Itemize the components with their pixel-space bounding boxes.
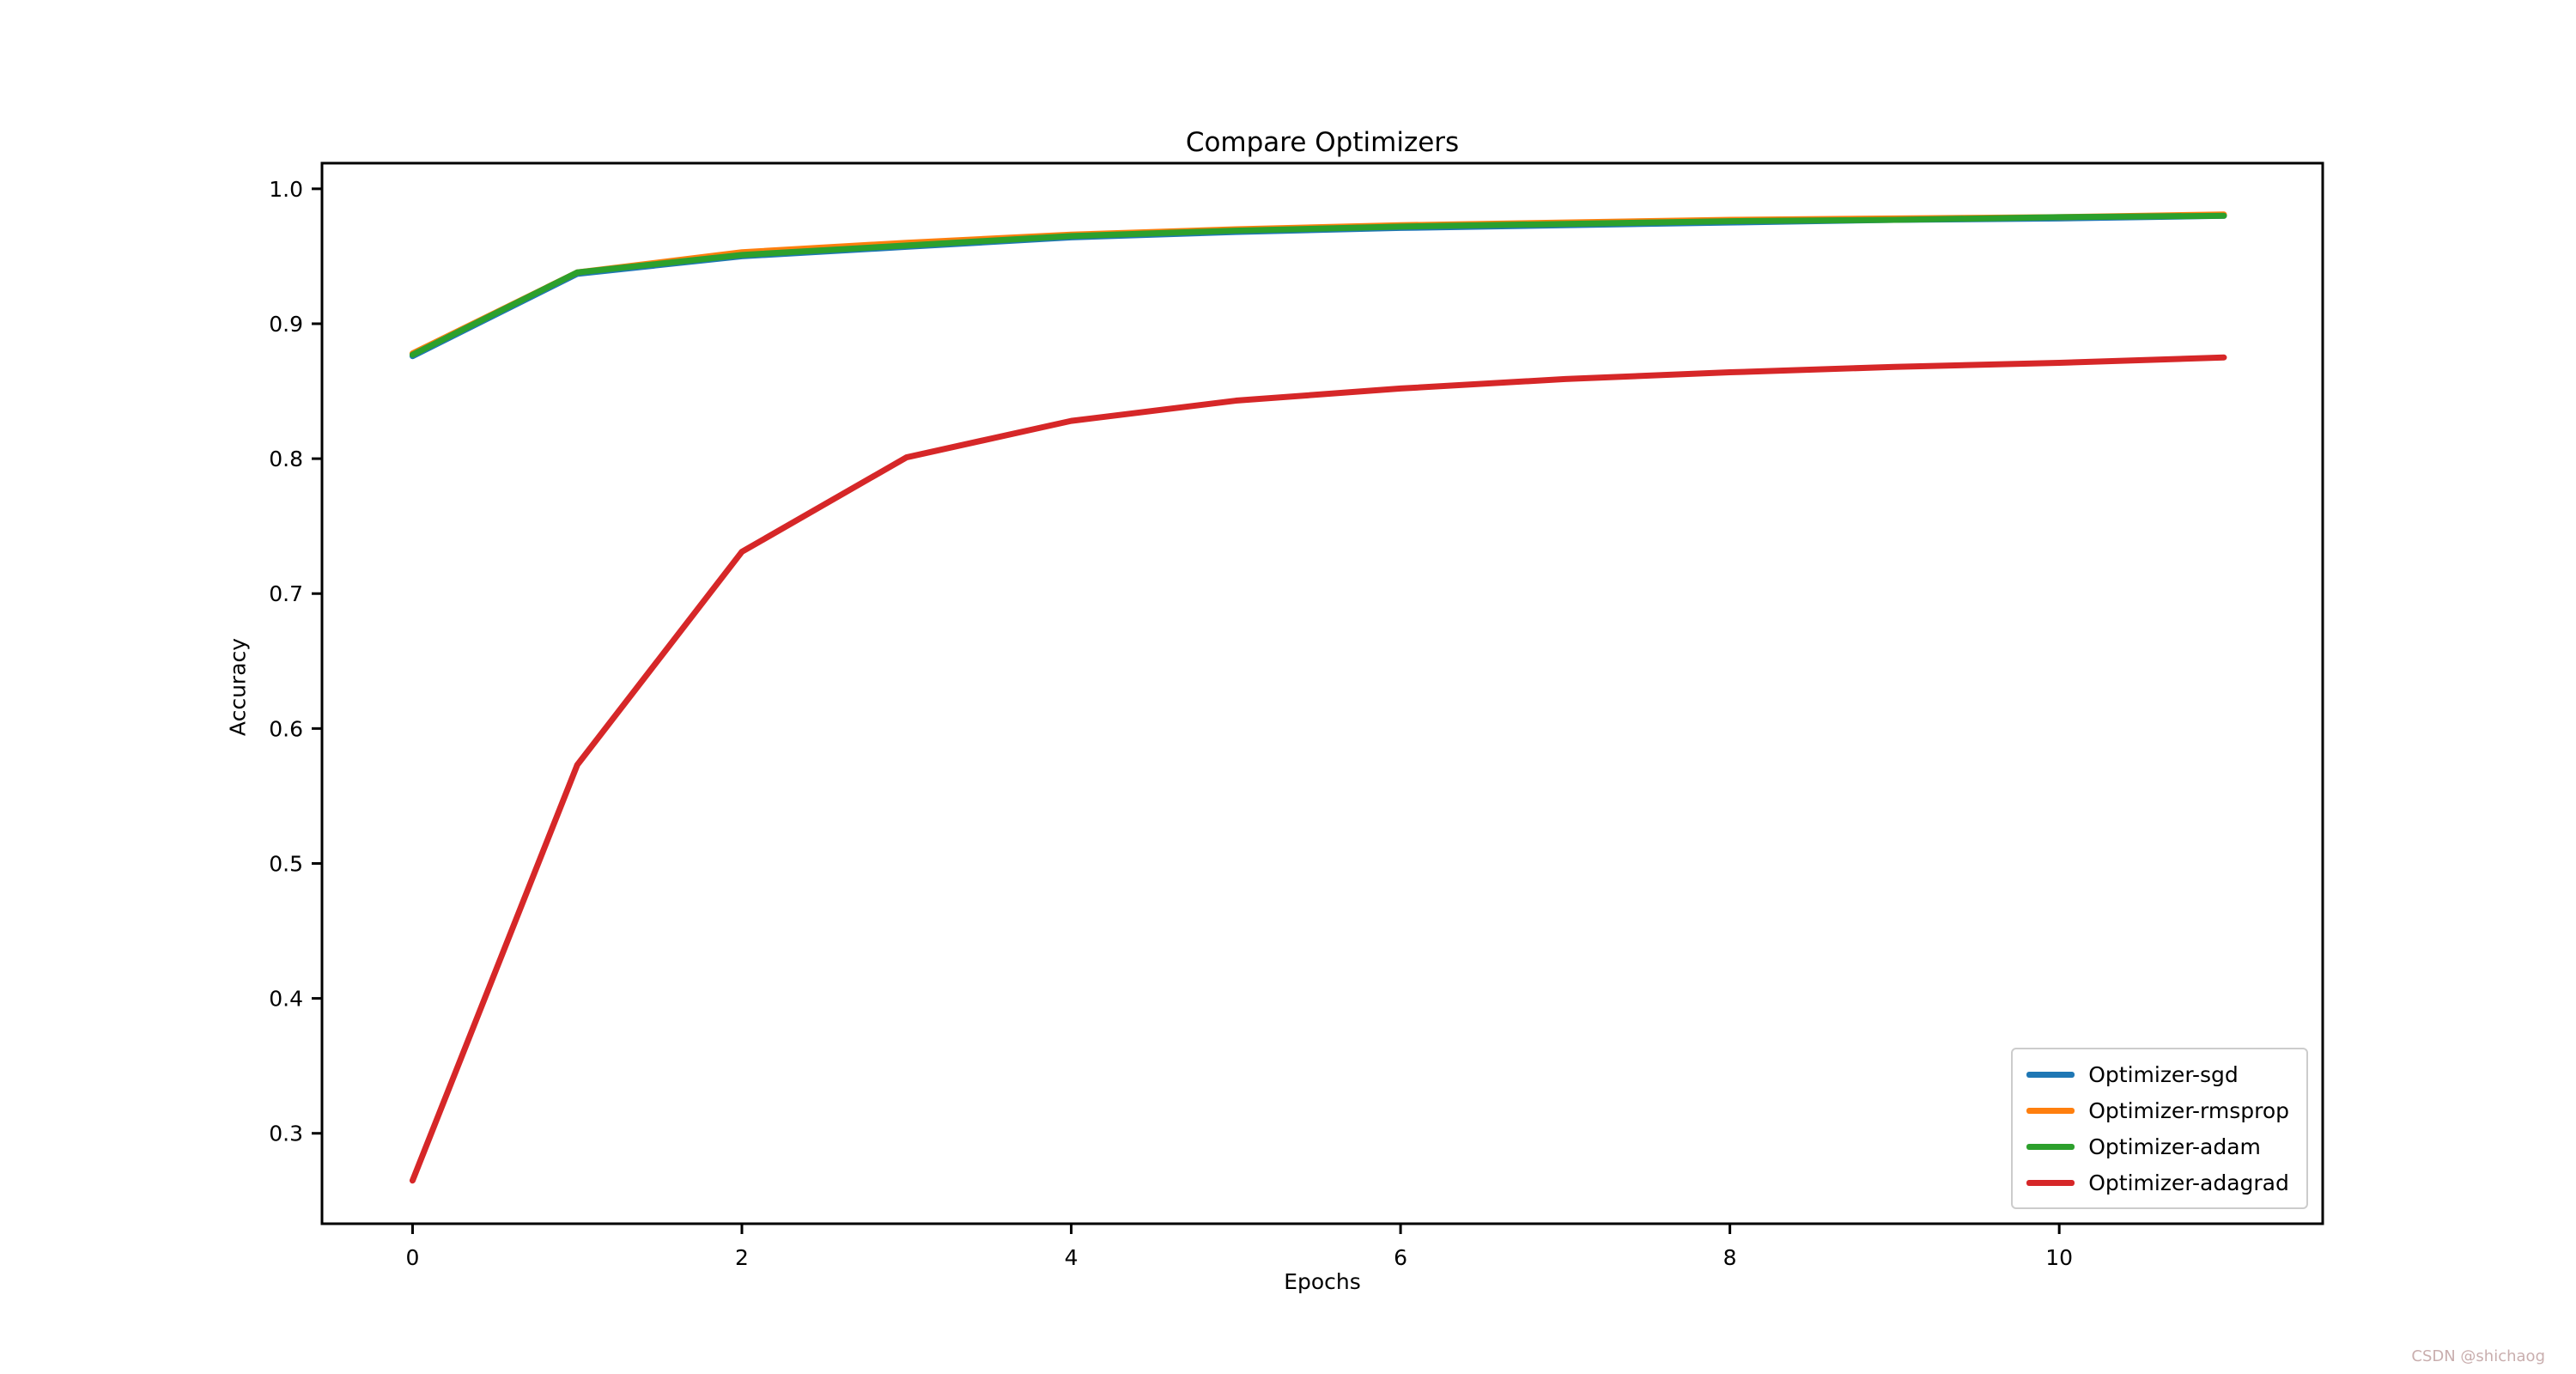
x-tick-label: 6 — [1394, 1245, 1407, 1270]
watermark: CSDN @shichaog — [2411, 1347, 2545, 1365]
legend-swatch — [2026, 1107, 2075, 1114]
legend-swatch — [2026, 1179, 2075, 1186]
x-tick-label: 8 — [1723, 1245, 1737, 1270]
y-tick-label: 0.5 — [269, 851, 303, 876]
series-line-optimizer-adagrad — [409, 354, 2227, 1184]
x-tick-label: 4 — [1065, 1245, 1078, 1270]
legend-label: Optimizer-adagrad — [2088, 1170, 2289, 1195]
legend: Optimizer-sgd Optimizer-rmsprop Optimizer-… — [2011, 1048, 2308, 1209]
legend-swatch — [2026, 1071, 2075, 1078]
series-line-optimizer-adam — [409, 212, 2227, 358]
legend-item: Optimizer-rmsprop — [2026, 1096, 2289, 1125]
series-line-optimizer-sgd — [409, 212, 2227, 360]
legend-label: Optimizer-rmsprop — [2088, 1097, 2289, 1123]
y-tick-label: 0.4 — [269, 987, 303, 1012]
legend-label: Optimizer-sgd — [2088, 1061, 2239, 1087]
legend-label: Optimizer-adam — [2088, 1134, 2261, 1159]
legend-item: Optimizer-adagrad — [2026, 1168, 2289, 1197]
y-tick-label: 0.9 — [269, 312, 303, 337]
x-tick-label: 10 — [2045, 1245, 2073, 1270]
y-tick-label: 0.3 — [269, 1122, 303, 1146]
x-axis-label: Epochs — [1284, 1269, 1361, 1294]
axes-frame — [320, 161, 2324, 1225]
chart-title: Compare Optimizers — [1185, 127, 1460, 158]
series-line-optimizer-rmsprop — [409, 211, 2227, 357]
y-axis-label: Accuracy — [225, 637, 251, 737]
y-tick-label: 0.6 — [269, 716, 303, 741]
legend-item: Optimizer-sgd — [2026, 1060, 2289, 1089]
legend-swatch — [2026, 1143, 2075, 1150]
y-tick-label: 0.7 — [269, 581, 303, 606]
x-tick-label: 2 — [735, 1245, 749, 1270]
legend-item: Optimizer-adam — [2026, 1132, 2289, 1161]
y-tick-label: 1.0 — [269, 177, 303, 202]
y-tick-label: 0.8 — [269, 447, 303, 471]
x-tick-label: 0 — [406, 1245, 420, 1270]
